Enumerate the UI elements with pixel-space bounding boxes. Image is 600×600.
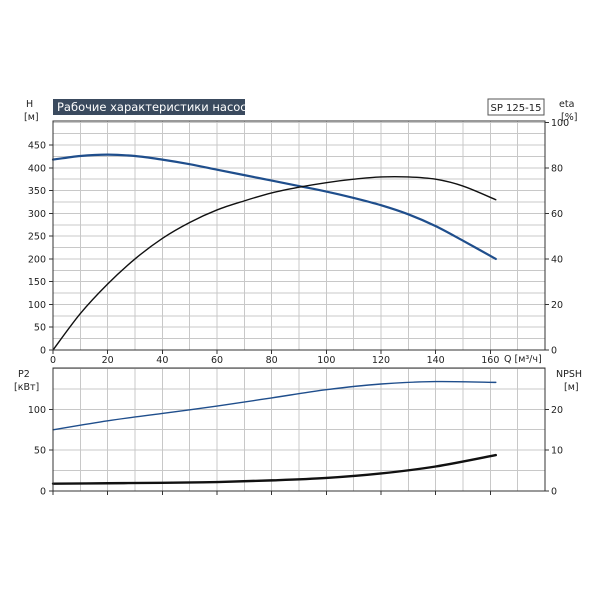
y-right-tick-label: 10 (551, 446, 563, 457)
y-left-tick-label: 0 (40, 487, 46, 498)
y-right-tick-label: 40 (551, 254, 563, 265)
x-tick-label: 120 (372, 355, 390, 366)
y-axis-left-label-top: H (26, 99, 33, 110)
y-right-tick-label: 60 (551, 209, 563, 220)
x-tick-label: 100 (317, 355, 335, 366)
y-left-tick-label: 250 (28, 232, 46, 243)
x-tick-label: 60 (211, 355, 223, 366)
y-left-tick-label: 400 (28, 163, 46, 174)
y-axis-left-unit-top: [м] (24, 112, 39, 123)
x-tick-label: 160 (481, 355, 499, 366)
chart-title-box (53, 99, 245, 115)
pump-model-label: SP 125-15 (491, 103, 542, 114)
y-left-tick-label: 450 (28, 141, 46, 152)
label-layer: Рабочие характеристики насоса SP 125-15 … (14, 98, 582, 393)
y-left-tick-label: 50 (34, 323, 46, 334)
y-right-tick-label: 0 (551, 487, 557, 498)
x-tick-label: 80 (266, 355, 278, 366)
x-tick-label: 0 (50, 355, 56, 366)
chart-title: Рабочие характеристики насоса (57, 100, 254, 114)
y-left-tick-label: 350 (28, 186, 46, 197)
curve-layer (51, 153, 497, 485)
y-axis-right-label-bottom: NPSH (556, 369, 582, 380)
y-right-tick-label: 20 (551, 300, 563, 311)
series-line-1-0 (52, 380, 497, 431)
y-left-tick-label: 200 (28, 254, 46, 265)
plot-frame (52, 367, 546, 492)
plot-frame (52, 120, 546, 351)
series-line-1-1 (51, 453, 497, 485)
grid-layer (53, 121, 545, 491)
series-line-0-0 (51, 153, 497, 261)
y-left-tick-label: 50 (34, 446, 46, 457)
tick-layer: 0501001502002503003504004500204060801000… (28, 118, 569, 498)
y-right-tick-label: 20 (551, 405, 563, 416)
y-axis-right-unit-bottom: [м] (564, 382, 579, 393)
y-left-tick-label: 100 (28, 405, 46, 416)
y-axis-left-unit-bottom: [кВт] (14, 382, 39, 393)
y-right-tick-label: 100 (551, 118, 569, 129)
y-axis-left-label-bottom: P2 (18, 369, 30, 380)
y-axis-right-label-top: eta (559, 99, 574, 110)
pump-model-box (487, 98, 545, 116)
x-axis-label: Q [м³/ч] (504, 354, 542, 365)
x-tick-label: 20 (102, 355, 114, 366)
y-left-tick-label: 150 (28, 277, 46, 288)
series-line-0-1 (52, 175, 497, 351)
y-axis-right-unit-top: [%] (561, 112, 577, 123)
x-tick-label: 40 (156, 355, 168, 366)
y-left-tick-label: 100 (28, 300, 46, 311)
frame-layer (52, 120, 546, 492)
x-tick-label: 140 (427, 355, 445, 366)
y-left-tick-label: 0 (40, 346, 46, 357)
y-left-tick-label: 300 (28, 209, 46, 220)
y-right-tick-label: 80 (551, 163, 563, 174)
y-right-tick-label: 0 (551, 346, 557, 357)
